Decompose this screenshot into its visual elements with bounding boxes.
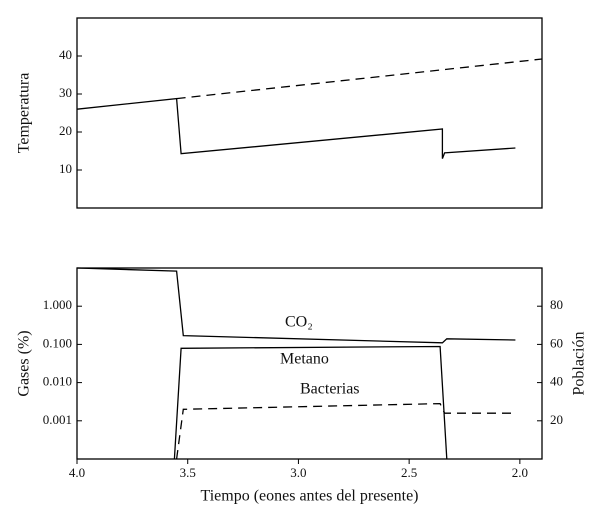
series-line	[173, 345, 448, 460]
y2-tick-label: 40	[550, 374, 563, 389]
series-line	[176, 58, 543, 100]
x-tick-label: 2.5	[401, 465, 417, 480]
y-tick-label: 30	[59, 85, 72, 100]
x-tick-label: 2.0	[512, 465, 528, 480]
y2-tick-label: 60	[550, 335, 563, 350]
y-axis-label: Gases (%)	[16, 330, 33, 396]
y2-axis-label: Población	[571, 332, 588, 396]
series-label: Metano	[280, 351, 329, 368]
x-tick-label: 3.0	[290, 465, 306, 480]
x-axis-label: Tiempo (eones antes del presente)	[200, 488, 418, 505]
series-line	[76, 97, 516, 159]
series-label: Bacterias	[300, 381, 360, 398]
y-axis-label: Temperatura	[16, 73, 33, 154]
y2-tick-label: 20	[550, 412, 563, 427]
plot-frame	[76, 17, 543, 209]
series-label: CO₂	[285, 314, 313, 331]
y-tick-label: 40	[59, 47, 72, 62]
y-tick-label: 1.000	[43, 297, 72, 312]
series-line	[175, 402, 516, 460]
y-tick-label: 20	[59, 123, 72, 138]
x-tick-label: 4.0	[69, 465, 85, 480]
y-tick-label: 0.010	[43, 374, 72, 389]
y-tick-label: 0.001	[43, 412, 72, 427]
x-tick-label: 3.5	[180, 465, 196, 480]
y2-tick-label: 80	[550, 297, 563, 312]
y-tick-label: 10	[59, 161, 72, 176]
y-tick-label: 0.100	[43, 335, 72, 350]
plot-frame	[76, 267, 543, 460]
series-line	[76, 267, 516, 344]
